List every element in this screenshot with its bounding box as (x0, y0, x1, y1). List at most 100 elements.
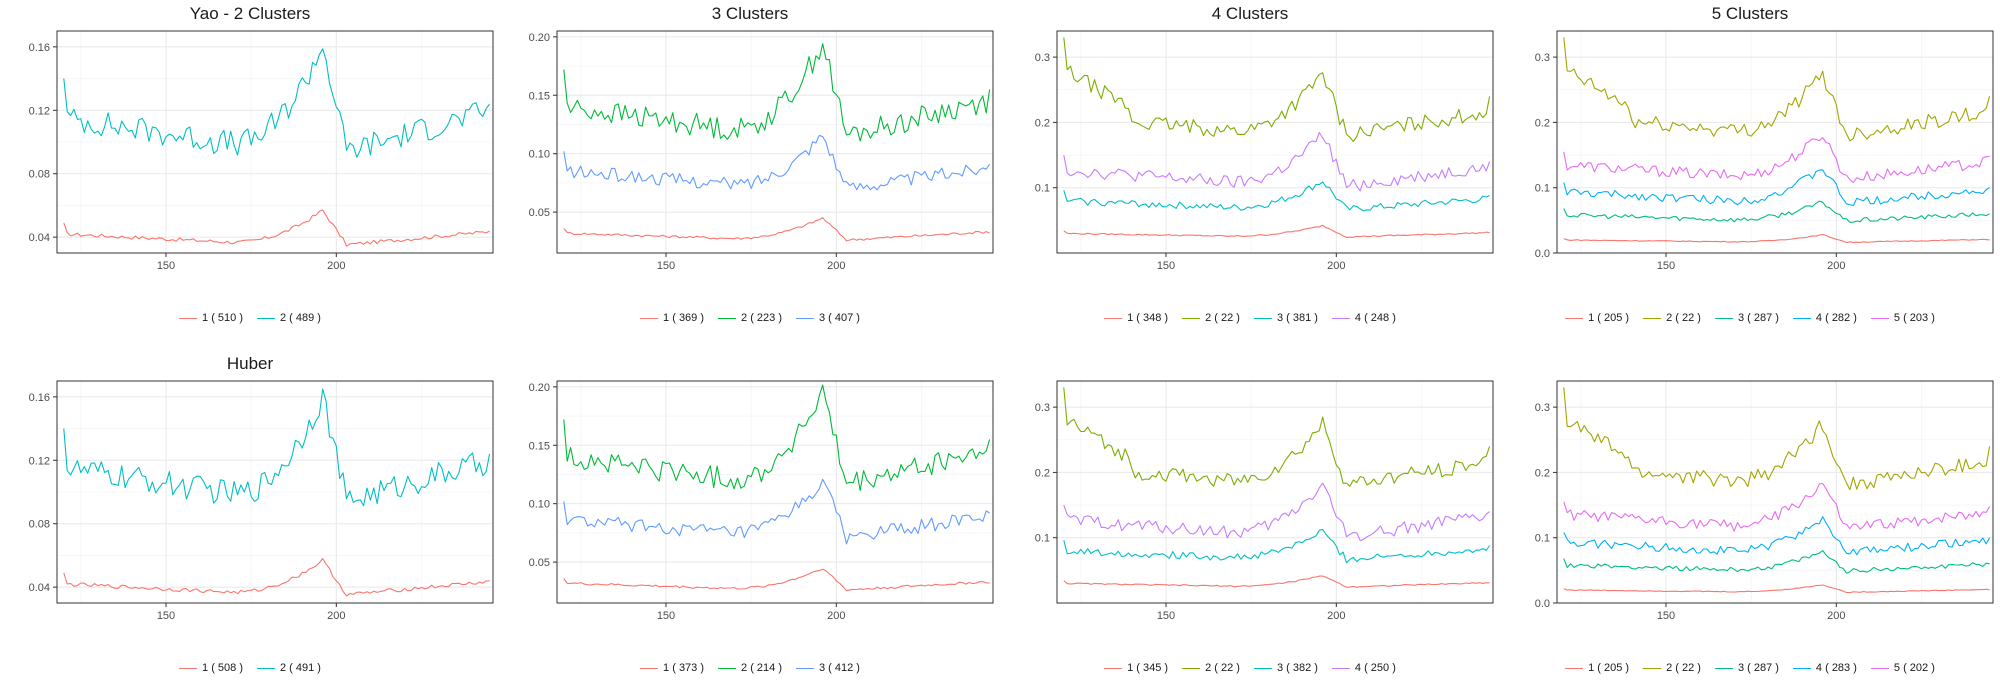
legend-label: 1 ( 205 ) (1588, 662, 1630, 674)
series-line (563, 478, 990, 545)
legend-item: 1 ( 345 ) (1104, 662, 1168, 674)
legend-item: 3 ( 412 ) (795, 662, 860, 674)
series-line (1563, 549, 1990, 574)
panel-border (1556, 30, 1994, 254)
legend-label: 1 ( 348 ) (1127, 312, 1169, 324)
x-tick-label: 150 (1657, 260, 1675, 272)
series-line (63, 209, 490, 247)
x-tick-label: 200 (1827, 610, 1845, 622)
plot-area: 150 200 0.1 0.2 0.3 (1035, 380, 1494, 622)
series-line (563, 384, 991, 492)
plot-area: 150 200 0.1 0.2 0.3 (1035, 30, 1494, 272)
chart-title: Huber (226, 354, 274, 373)
legend-item: 4 ( 248 ) (1331, 312, 1396, 324)
legend-key (1182, 667, 1201, 669)
series-line (1563, 516, 1991, 556)
x-tick-label: 200 (1327, 260, 1345, 272)
legend-key (718, 317, 737, 319)
legend-label: 2 ( 214 ) (741, 662, 782, 674)
x-tick-label: 200 (327, 260, 345, 272)
series-line (1063, 131, 1491, 192)
legend-key (1104, 317, 1123, 319)
chart-panel: 150 200 0.05 0.10 0.15 0.20 1 ( 373 ) 2 ( 214 )… (500, 350, 1000, 700)
legend-key (1792, 667, 1811, 669)
y-tick-label: 0.10 (529, 499, 550, 511)
legend: 1 ( 369 ) 2 ( 223 ) 3 ( 407 ) (500, 312, 1000, 324)
legend-label: 2 ( 22 ) (1205, 662, 1240, 674)
legend-key (1714, 667, 1733, 669)
legend-item: 4 ( 282 ) (1792, 312, 1857, 324)
legend: 1 ( 508 ) 2 ( 491 ) (0, 662, 500, 674)
y-tick-label: 0.04 (29, 232, 50, 244)
series-line (1563, 584, 1990, 594)
legend-item: 4 ( 283 ) (1792, 662, 1857, 674)
series-line (63, 558, 490, 597)
legend-label: 3 ( 382 ) (1276, 662, 1318, 674)
series-line (563, 134, 991, 191)
legend-item: 2 ( 22 ) (1643, 312, 1701, 324)
x-tick-label: 200 (827, 610, 845, 622)
series-line (1563, 137, 1990, 183)
legend-key (1714, 317, 1733, 319)
y-tick-label: 0.15 (529, 90, 550, 102)
series-line (563, 43, 991, 142)
legend-label: 4 ( 248 ) (1354, 312, 1396, 324)
y-tick-label: 0.2 (1535, 467, 1550, 479)
series-line (563, 217, 990, 242)
y-tick-label: 0.08 (29, 519, 50, 531)
legend-label: 4 ( 282 ) (1815, 312, 1857, 324)
legend-item: 1 ( 205 ) (1565, 662, 1629, 674)
legend-key (718, 667, 737, 669)
legend-item: 2 ( 22 ) (1182, 312, 1240, 324)
chart-title: Yao - 2 Clusters (189, 4, 311, 23)
y-tick-label: 0.12 (29, 105, 50, 117)
legend-label: 1 ( 369 ) (663, 312, 705, 324)
legend-label: 2 ( 22 ) (1205, 312, 1240, 324)
legend-item: 1 ( 508 ) (179, 662, 243, 674)
legend-key (795, 667, 814, 669)
x-tick-label: 200 (327, 610, 345, 622)
x-tick-label: 150 (657, 610, 675, 622)
series-line (63, 388, 491, 507)
y-tick-label: 0.04 (29, 582, 50, 594)
legend-label: 2 ( 491 ) (280, 662, 321, 674)
series-line (1563, 169, 1990, 207)
legend-item: 2 ( 22 ) (1643, 662, 1701, 674)
legend: 1 ( 205 ) 2 ( 22 ) 3 ( 287 ) 4 ( 282 ) 5 ( 2… (1500, 312, 2000, 324)
chart-panel: 5 Clusters 150 200 0.0 0.1 0.2 0.3 1 ( 205 ) 2 (… (1500, 0, 2000, 350)
y-tick-label: 0.1 (1535, 533, 1550, 545)
legend-item: 3 ( 381 ) (1253, 312, 1318, 324)
legend-item: 3 ( 382 ) (1253, 662, 1318, 674)
panel-border (556, 380, 994, 604)
legend-label: 3 ( 287 ) (1737, 312, 1779, 324)
y-tick-label: 0.10 (529, 149, 550, 161)
y-tick-label: 0.20 (529, 32, 550, 44)
y-tick-label: 0.1 (1535, 183, 1550, 195)
chart-panel: 3 Clusters 150 200 0.05 0.10 0.15 0.20 1 ( 369 … (500, 0, 1000, 350)
legend-key (1870, 317, 1889, 319)
y-tick-label: 0.3 (1035, 52, 1050, 64)
chart-panel: 4 Clusters 150 200 0.1 0.2 0.3 1 ( 348 ) 2 ( 22… (1000, 0, 1500, 350)
legend-key (1643, 667, 1662, 669)
legend-label: 1 ( 510 ) (202, 312, 243, 324)
series-line (1063, 482, 1490, 542)
chart-panel: Yao - 2 Clusters 150 200 0.04 0.08 0.12 0.16 1 … (0, 0, 500, 350)
series-line (1063, 575, 1490, 588)
legend-label: 4 ( 283 ) (1815, 662, 1857, 674)
y-tick-label: 0.05 (529, 557, 550, 569)
chart-title: 5 Clusters (1711, 4, 1789, 23)
legend-key (1331, 317, 1350, 319)
legend-item: 2 ( 489 ) (257, 312, 321, 324)
legend-key (1565, 667, 1584, 669)
series-line (63, 48, 491, 158)
legend-item: 3 ( 287 ) (1714, 662, 1779, 674)
y-tick-label: 0.0 (1535, 598, 1550, 610)
legend-item: 1 ( 369 ) (640, 312, 704, 324)
y-tick-label: 0.1 (1035, 533, 1050, 545)
legend-label: 3 ( 287 ) (1737, 662, 1779, 674)
panel-border (1056, 30, 1494, 254)
legend-item: 2 ( 214 ) (718, 662, 782, 674)
y-tick-label: 0.16 (29, 42, 50, 54)
legend-item: 2 ( 22 ) (1182, 662, 1240, 674)
